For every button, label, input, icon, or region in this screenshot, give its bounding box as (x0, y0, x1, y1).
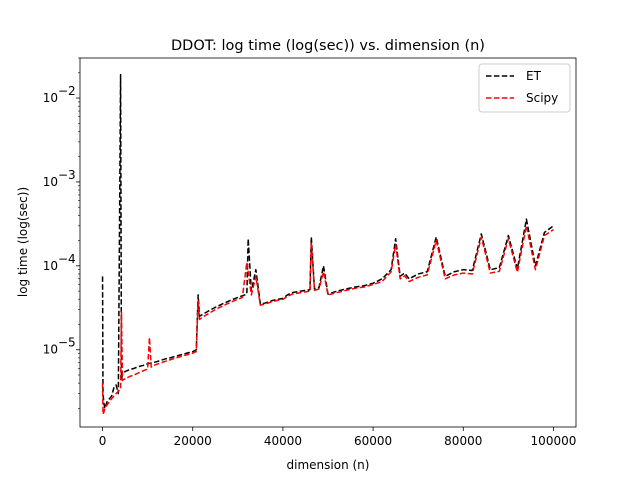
x-tick-label: 100000 (531, 434, 577, 448)
x-tick-label: 60000 (354, 434, 392, 448)
y-tick-label: 10 (43, 175, 58, 189)
x-tick-label: 0 (99, 434, 107, 448)
plot-frame (79, 57, 577, 428)
x-tick-label: 40000 (264, 434, 302, 448)
legend-label-scipy: Scipy (526, 91, 558, 105)
x-axis: 0 20000 40000 60000 80000 100000 (99, 427, 577, 448)
x-tick-label: 80000 (444, 434, 482, 448)
y-axis-label: log time (log(sec)) (16, 187, 30, 297)
y-tick-label: 10 (43, 343, 58, 357)
series-line-et (101, 73, 554, 410)
x-tick-label: 20000 (174, 434, 212, 448)
y-axis: 10−510−410−310−2 (43, 57, 80, 409)
legend-box (478, 63, 571, 113)
chart-title: DDOT: log time (log(sec)) vs. dimension … (171, 38, 485, 54)
y-tick-exponent: −3 (58, 168, 76, 182)
series-line-scipy (101, 225, 554, 416)
plot-area (79, 57, 577, 428)
y-tick-exponent: −4 (58, 252, 76, 266)
legend-label-et: ET (526, 69, 542, 83)
y-tick-exponent: −2 (58, 84, 76, 98)
y-tick-label: 10 (43, 259, 58, 273)
legend: ET Scipy (478, 63, 571, 113)
x-axis-label: dimension (n) (287, 458, 370, 472)
y-tick-exponent: −5 (58, 336, 76, 350)
plot-background (80, 58, 576, 427)
series-layer (101, 73, 554, 416)
y-tick-label: 10 (43, 91, 58, 105)
